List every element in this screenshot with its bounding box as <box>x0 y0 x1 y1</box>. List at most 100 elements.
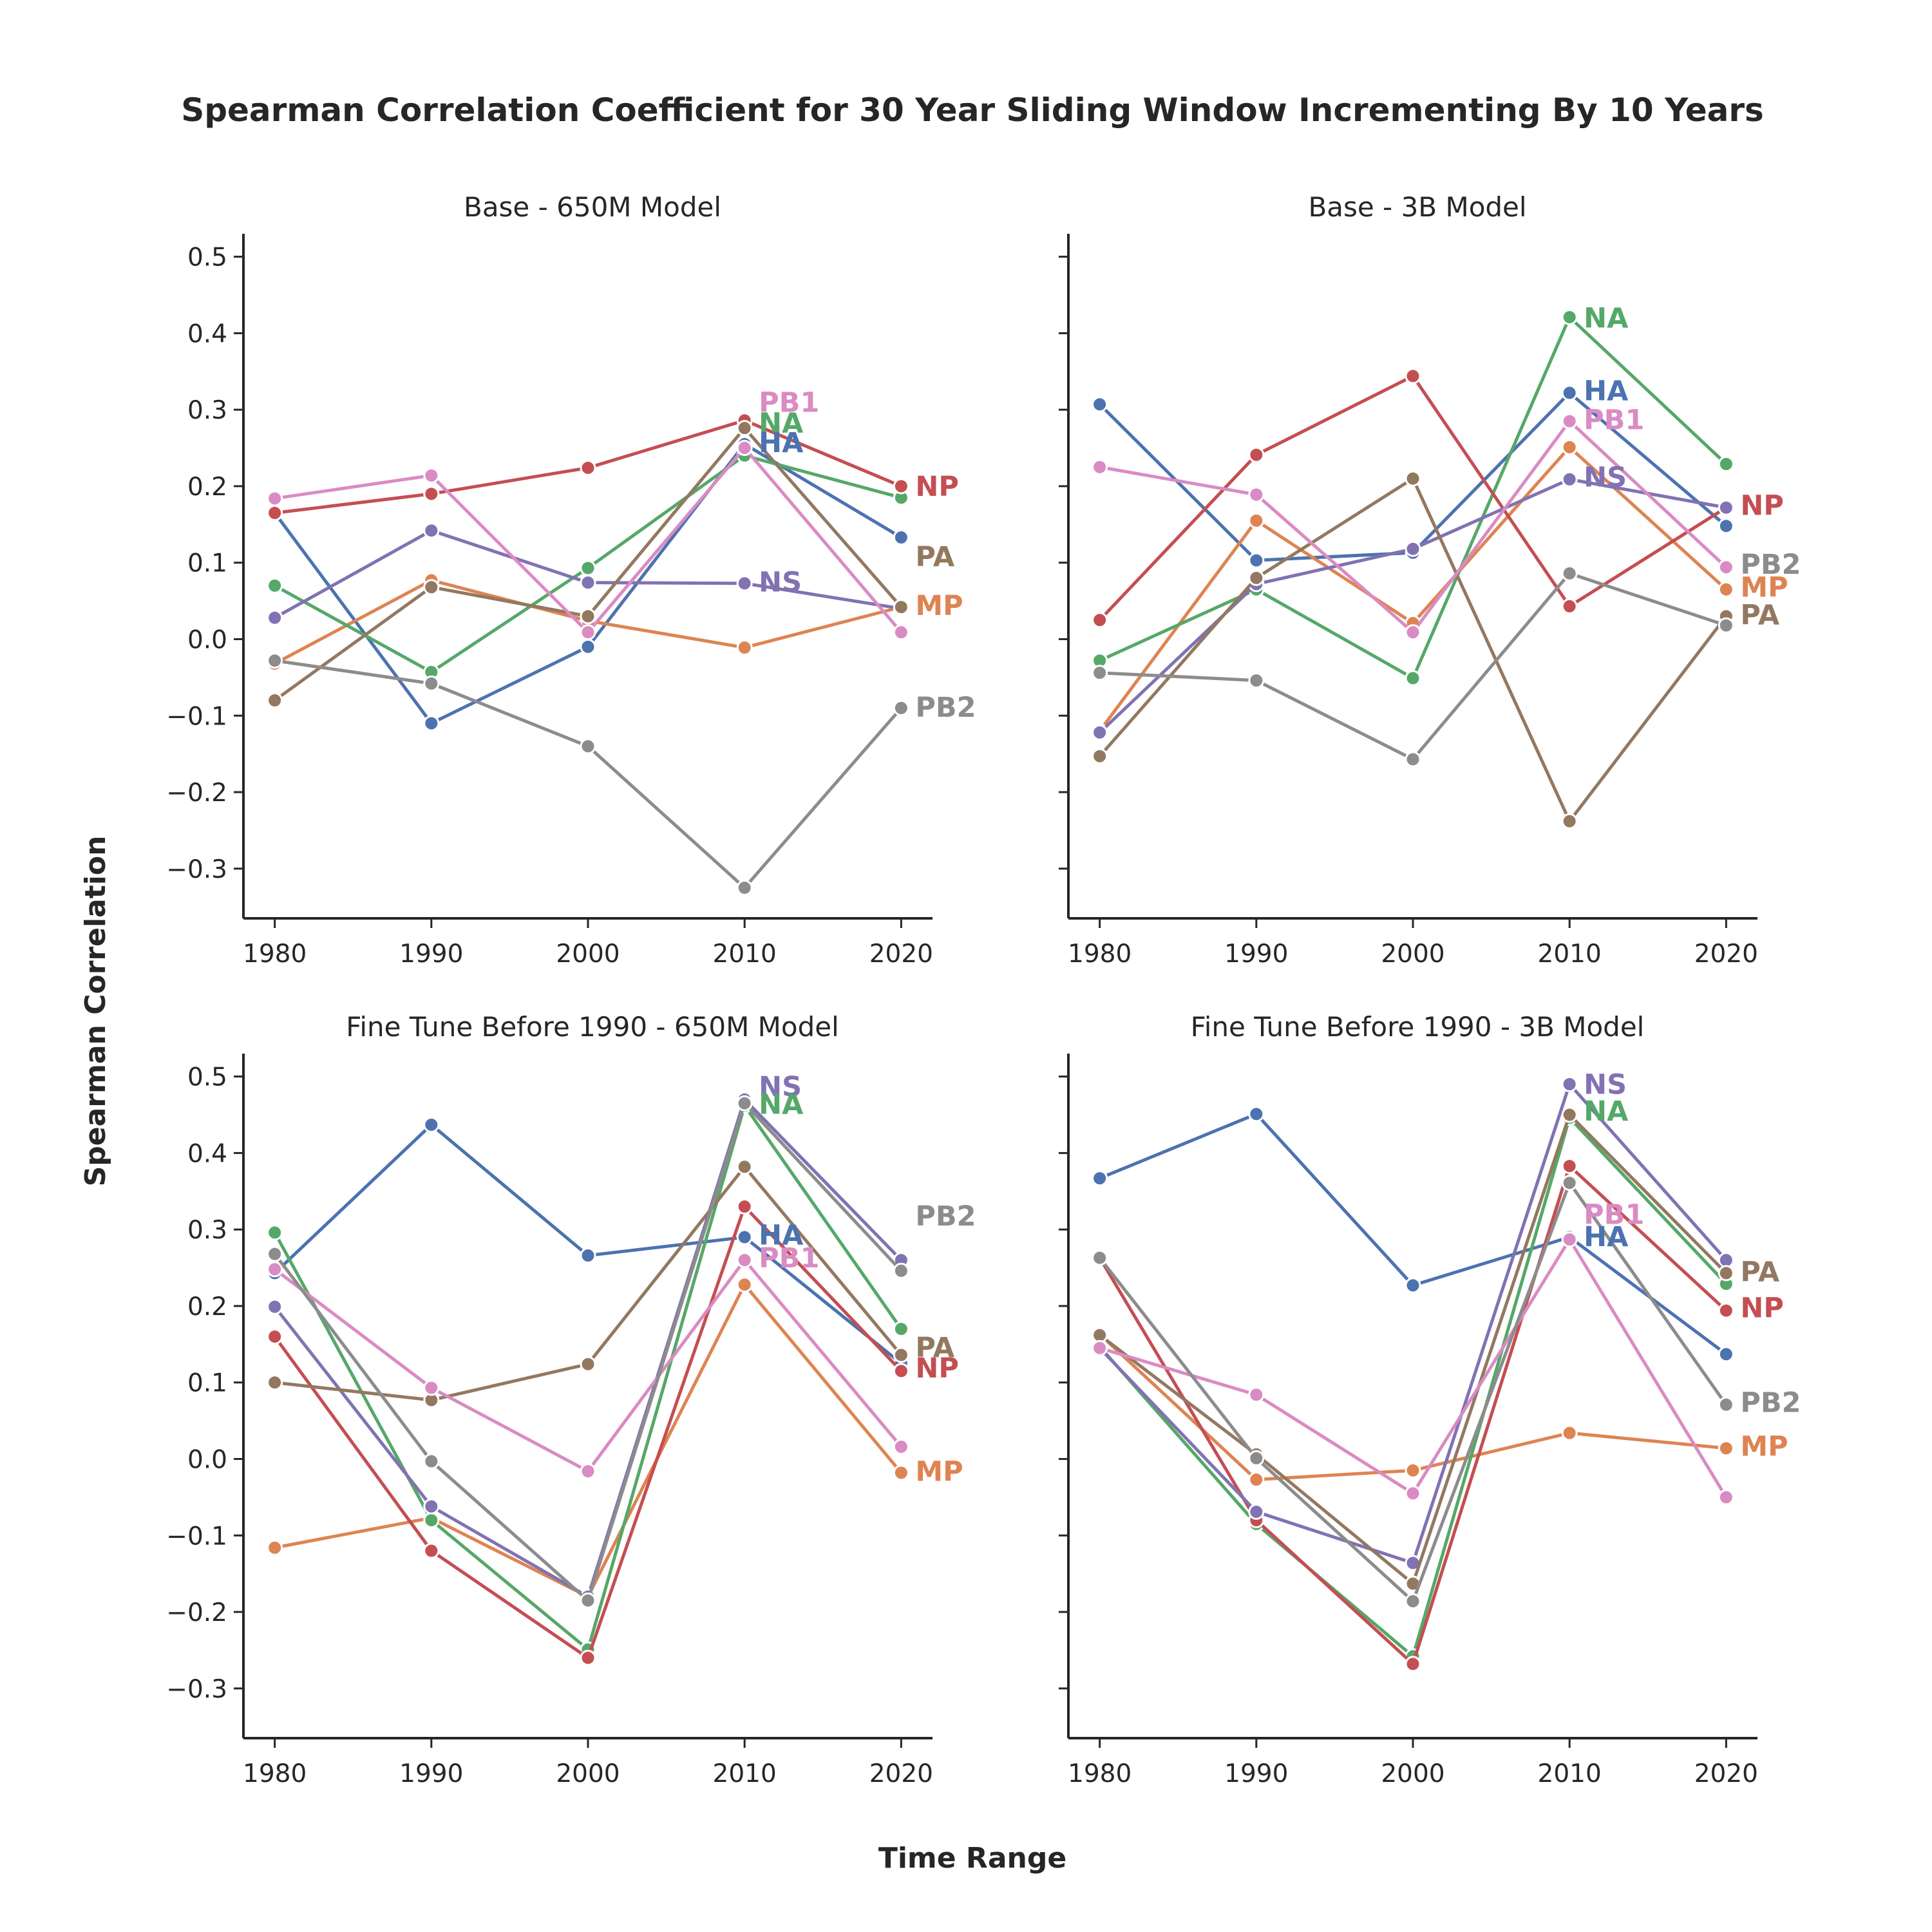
data-point <box>1561 565 1578 582</box>
data-point <box>736 420 753 437</box>
data-point <box>1718 456 1734 473</box>
y-tick-label: 0.4 <box>187 1139 227 1168</box>
series-line <box>273 1283 903 1598</box>
data-point <box>1718 1489 1734 1506</box>
data-point <box>423 467 440 484</box>
series-end-label: NS <box>759 1071 802 1103</box>
data-point <box>736 1252 753 1269</box>
data-point <box>267 1245 283 1262</box>
data-point <box>1405 1277 1421 1294</box>
data-point <box>1092 1249 1108 1266</box>
data-point <box>580 624 596 641</box>
data-point <box>736 1159 753 1175</box>
series-line <box>1098 419 1728 634</box>
y-tick-label: −0.2 <box>166 1598 227 1627</box>
series-line <box>1098 1181 1728 1603</box>
data-point <box>1405 624 1421 641</box>
data-point <box>1561 1231 1578 1248</box>
data-point <box>267 1539 283 1556</box>
x-tick-label: 2000 <box>556 1759 620 1788</box>
data-point <box>267 1261 283 1278</box>
data-point <box>423 522 440 539</box>
x-tick-label: 1980 <box>243 1759 307 1788</box>
data-point <box>893 1321 909 1338</box>
data-point <box>1561 1158 1578 1175</box>
data-point <box>1248 1472 1265 1488</box>
series-pb1 <box>1092 413 1734 641</box>
series-end-label: MP <box>1740 1430 1788 1463</box>
data-point <box>1718 581 1734 598</box>
data-point <box>267 1298 283 1315</box>
data-point <box>1405 1593 1421 1609</box>
data-point <box>267 505 283 522</box>
series-pb2 <box>1092 565 1734 768</box>
data-point <box>267 577 283 594</box>
data-point <box>1248 512 1265 529</box>
data-point <box>736 440 753 457</box>
data-point <box>1718 1396 1734 1413</box>
series-end-label: NP <box>1740 490 1784 522</box>
data-point <box>580 1649 596 1666</box>
series-end-label: PB1 <box>759 1242 819 1274</box>
data-point <box>1092 459 1108 475</box>
data-point <box>736 639 753 656</box>
data-point <box>1561 1106 1578 1123</box>
data-point <box>580 574 596 591</box>
series-end-label: PA <box>1740 599 1780 631</box>
data-point <box>1405 670 1421 687</box>
data-point <box>580 1356 596 1372</box>
y-tick-label: −0.1 <box>166 1522 227 1551</box>
data-point <box>580 1463 596 1479</box>
series-end-label: MP <box>915 590 963 622</box>
data-point <box>893 478 909 495</box>
y-tick-label: 0.3 <box>187 1216 227 1245</box>
x-tick-label: 1980 <box>1068 940 1132 969</box>
series-end-label: NA <box>1584 303 1629 335</box>
series-end-label: HA <box>759 1219 804 1251</box>
x-tick-label: 1990 <box>1224 1759 1288 1788</box>
data-point <box>580 1592 596 1609</box>
data-point <box>893 624 909 641</box>
data-point <box>1405 368 1421 384</box>
series-np <box>267 1198 909 1666</box>
data-point <box>1092 612 1108 629</box>
series-end-label: HA <box>1584 1221 1629 1253</box>
data-point <box>423 1498 440 1515</box>
data-point <box>1561 598 1578 614</box>
data-point <box>1718 1346 1734 1363</box>
y-tick-label: 0.1 <box>187 1369 227 1398</box>
data-point <box>1092 1170 1108 1187</box>
data-point <box>1718 559 1734 576</box>
data-point <box>1405 1462 1421 1479</box>
panel-finetune-650m: Fine Tune Before 1990 - 650M Model 0.5 0.… <box>166 1011 976 1788</box>
data-point <box>267 490 283 507</box>
series-line <box>1098 477 1728 823</box>
data-point <box>1248 446 1265 463</box>
x-tick-label: 2020 <box>1694 940 1758 969</box>
data-point <box>1405 470 1421 487</box>
data-point <box>1248 486 1265 503</box>
data-point <box>1561 413 1578 430</box>
data-point <box>423 1453 440 1470</box>
data-point <box>736 1229 753 1245</box>
data-point <box>893 1464 909 1481</box>
series-line <box>273 1101 903 1602</box>
y-tick-label: 0.2 <box>187 473 227 502</box>
data-point <box>1405 1656 1421 1672</box>
series-ha <box>1092 1106 1734 1363</box>
data-point <box>1561 1076 1578 1093</box>
y-tick-label: 0.2 <box>187 1293 227 1321</box>
data-point <box>423 1116 440 1133</box>
x-tick-label: 2010 <box>713 940 777 969</box>
x-tick-label: 1980 <box>243 940 307 969</box>
series-pa <box>1092 1106 1734 1592</box>
data-point <box>736 879 753 896</box>
panel-finetune-3b: Fine Tune Before 1990 - 3B Model 1980 199… <box>1059 1011 1801 1788</box>
series-pb1 <box>267 1252 909 1479</box>
y-tick-label: −0.3 <box>166 1675 227 1704</box>
data-point <box>1092 665 1108 681</box>
data-point <box>1248 1503 1265 1520</box>
data-point <box>1092 1340 1108 1356</box>
data-point <box>1248 1106 1265 1122</box>
